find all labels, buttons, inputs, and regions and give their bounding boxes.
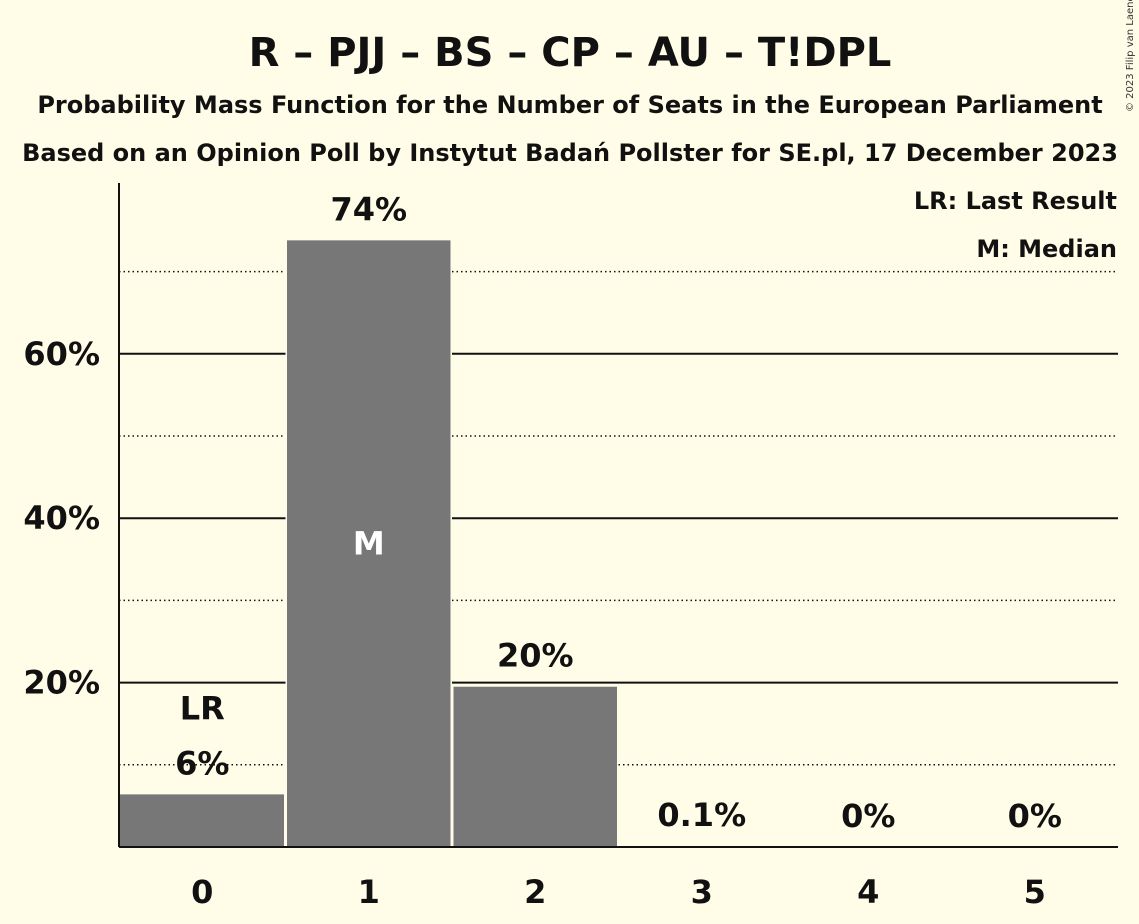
- chart-subtitle-2: Based on an Opinion Poll by Instytut Bad…: [22, 139, 1118, 167]
- axes: 20% 40% 60% 0 1 2 3 4 5: [23, 183, 1118, 911]
- chart-title: R – PJJ – BS – CP – AU – T!DPL: [249, 30, 892, 76]
- bar: [287, 240, 451, 847]
- last-result-marker: LR: [180, 689, 225, 727]
- bar: [119, 794, 284, 847]
- bar: [453, 686, 617, 847]
- bar-data-label: 20%: [497, 637, 574, 675]
- bar-data-label: 0%: [1008, 797, 1062, 835]
- x-tick-label: 3: [691, 873, 713, 911]
- bar-data-label: 0%: [841, 797, 895, 835]
- x-tick-label: 4: [857, 873, 879, 911]
- x-tick-label: 5: [1024, 873, 1046, 911]
- bar-data-label: 74%: [330, 190, 407, 228]
- median-marker: M: [353, 525, 385, 563]
- bar-data-label: 0.1%: [657, 796, 746, 834]
- y-tick-label: 60%: [23, 335, 100, 373]
- bars: [119, 240, 785, 847]
- x-tick-label: 0: [191, 873, 213, 911]
- bar-data-label: 6%: [175, 744, 229, 782]
- y-tick-label: 20%: [23, 664, 100, 702]
- legend-median: M: Median: [976, 235, 1117, 263]
- copyright-text: © 2023 Filip van Laenen: [1125, 0, 1136, 112]
- chart-subtitle-1: Probability Mass Function for the Number…: [37, 91, 1102, 119]
- bar-labels: 6% LR 74% M 20% 0.1% 0% 0%: [175, 190, 1062, 835]
- y-tick-label: 40%: [23, 499, 100, 537]
- x-tick-label: 1: [358, 873, 380, 911]
- legend-last-result: LR: Last Result: [914, 187, 1117, 215]
- x-tick-label: 2: [524, 873, 546, 911]
